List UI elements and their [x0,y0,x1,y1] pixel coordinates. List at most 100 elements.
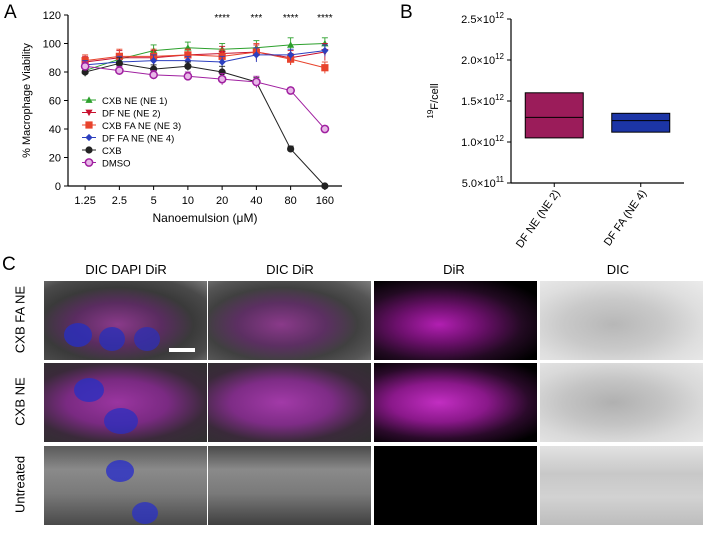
box-1 [611,112,671,133]
column-title-dic-dapi-dir: DIC DAPI DiR [85,262,167,277]
data-point [149,70,158,80]
data-point [115,66,124,75]
significance-marker: **** [214,13,230,24]
data-point [150,57,158,65]
legend-label: CXB [102,146,122,157]
x-tick-label: 80 [285,195,297,207]
x-tick-label: 2.5 [112,195,127,207]
x-axis-label: Nanoemulsion (μM) [153,211,258,225]
micrograph-cxb-fa-ne-dic-dapi-dir [44,281,207,360]
legend-marker [85,133,93,142]
micrograph-untreated-dic-dapi-dir [44,446,207,525]
legend-entry: CXB [82,146,122,157]
row-title-untreated: Untreated [12,455,28,514]
x-tick-label: 1.25 [74,195,95,207]
column-title-dic-dir: DIC DiR [266,262,314,277]
legend-marker [85,146,93,154]
micrograph-cxb-ne-dic-dir [208,363,371,442]
data-point [287,145,295,153]
y-tick-label: 80 [49,67,61,79]
x-tick-label: 40 [250,195,262,207]
y-tick-label: 20 [49,153,61,165]
data-point [321,47,329,55]
x-tick-label: DF FA (NE 4) [602,188,649,248]
y-tick-label: 100 [43,39,61,51]
data-point [184,62,192,70]
micrograph-untreated-dic-dir [208,446,371,525]
y-tick-label: 5.0×1011 [462,175,505,190]
box-body [524,92,584,139]
x-tick-label: DF NE (NE 2) [514,188,563,250]
y-tick-label: 2.0×1012 [461,52,504,67]
data-point [252,77,261,87]
y-tick-label: 1.5×1012 [461,93,504,108]
legend-label: DMSO [102,159,131,170]
y-tick-label: 40 [49,124,61,136]
series-line [85,62,326,187]
legend-label: CXB NE (NE 1) [102,96,167,107]
legend-marker [85,96,93,103]
panel-letter-c: C [2,254,16,275]
legend-marker [85,109,93,117]
data-point [115,59,123,68]
series-5 [80,61,330,134]
micrograph-cxb-fa-ne-dir [374,281,537,360]
legend-marker [85,121,93,129]
data-point [287,41,295,48]
data-point [320,124,330,134]
x-tick-label: 160 [316,195,334,207]
micrograph-cxb-fa-ne-dic-dir [208,281,371,360]
y-tick-label: 2.5×1012 [461,11,504,26]
box-0 [524,92,584,139]
y-axis-label: 19F/cell [426,83,441,118]
y-axis-label: % Macrophage Viability [21,43,33,158]
series-line [85,51,325,63]
viability-chart: 0 20 40 60 80 100 120 1.25 2.5 5 10 20 **** 40 *** 80 **… [21,10,342,225]
data-point [184,51,192,59]
micrograph-cxb-ne-dir [374,363,537,442]
data-point [286,86,295,95]
micrograph-untreated-dir [374,446,537,525]
series-line [85,65,326,130]
micrograph-cxb-fa-ne-dic [540,281,703,360]
x-tick-label: 5 [151,195,157,207]
legend-label: DF NE (NE 2) [102,109,161,120]
significance-marker: **** [317,13,333,24]
series-line [85,51,325,69]
box-body [611,112,671,133]
data-point [80,61,90,71]
scale-bar [169,348,195,352]
fluorine-box-chart: 5.0×1011 1.0×1012 1.5×1012 2.0×1012 2.5×1012… [426,11,684,250]
panel-letter-a: A [4,2,17,23]
data-point [287,51,295,59]
y-tick-label: 0 [55,181,61,193]
data-point [183,71,193,81]
data-point [217,74,227,84]
legend-entry: DMSO [82,158,131,170]
legend-marker [84,158,94,167]
x-tick-label: 10 [182,195,194,207]
data-point [321,64,329,72]
significance-marker: **** [283,13,299,24]
micrograph-cxb-ne-dic-dapi-dir [44,363,207,442]
legend-entry: DF NE (NE 2) [82,109,161,120]
significance-marker: *** [251,13,263,24]
data-point [218,58,226,66]
data-point [321,182,329,190]
legend-entry: DF FA NE (NE 4) [82,134,174,145]
y-tick-label: 120 [43,10,61,22]
y-tick-label: 60 [49,96,61,108]
data-point [252,51,260,59]
legend-entry: CXB NE (NE 1) [82,96,167,107]
column-title-dic: DIC [606,262,630,277]
y-tick-label: 1.0×1012 [461,134,504,149]
x-tick-label: 20 [216,195,228,207]
legend-label: CXB FA NE (NE 3) [102,121,181,132]
micrograph-cxb-ne-dic [540,363,703,442]
micrograph-untreated-dic [540,446,703,525]
legend-entry: CXB FA NE (NE 3) [82,121,181,132]
panel-letter-b: B [400,2,413,23]
legend-label: DF FA NE (NE 4) [102,134,174,145]
series-line [85,50,325,66]
column-title-dir: DiR [443,262,465,277]
